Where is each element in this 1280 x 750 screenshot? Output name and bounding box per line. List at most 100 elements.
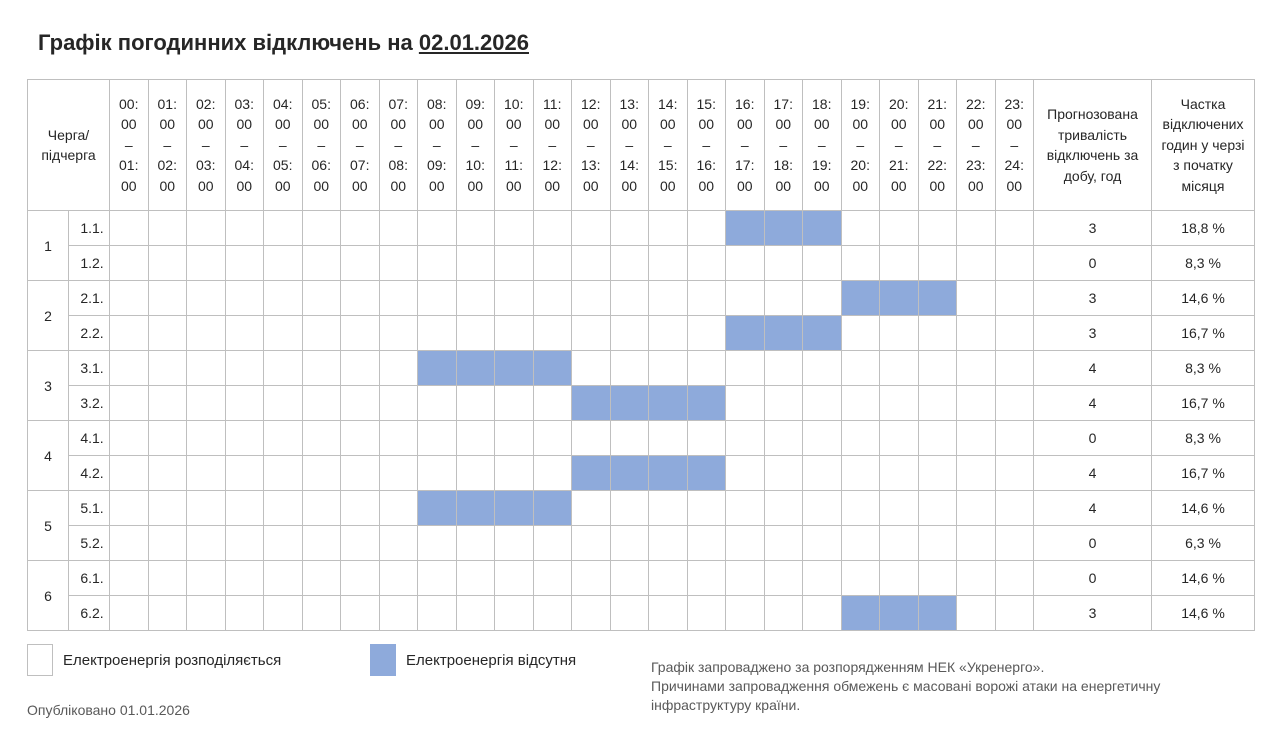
power-on-hour-cell xyxy=(917,490,957,526)
hour-column-header: 04: 00 – 05: 00 xyxy=(263,79,303,211)
hour-header-line: 01: xyxy=(157,95,177,112)
power-on-hour-cell xyxy=(417,210,457,246)
hour-header-line: – xyxy=(124,136,133,153)
power-on-hour-cell xyxy=(917,455,957,491)
power-on-hour-cell xyxy=(417,315,457,351)
hour-column-header: 10: 00 – 11: 00 xyxy=(494,79,534,211)
power-on-hour-cell xyxy=(648,595,688,631)
share-column-header: Частка відключених годин у черзі з початку м… xyxy=(1151,79,1255,211)
hour-header-line: 21: xyxy=(927,95,947,112)
power-on-hour-cell xyxy=(917,385,957,421)
hour-header-line: 00 xyxy=(621,116,638,133)
hour-header-line: 01: xyxy=(119,157,139,174)
hour-header-line: 00 xyxy=(120,177,137,194)
hour-header-line: 00 xyxy=(274,177,291,194)
power-on-hour-cell xyxy=(186,595,226,631)
power-on-hour-cell xyxy=(609,280,649,316)
schedule-body: 1 1.1. 3 18,8 % 1.2. 0 8,3 % 2 2.1. 3 14,6 % 2.2. 3 1… xyxy=(27,210,1255,631)
power-on-hour-cell xyxy=(147,420,187,456)
hour-header-line: 19: xyxy=(850,95,870,112)
forecast-hours: 0 xyxy=(1033,420,1152,456)
power-on-hour-cell xyxy=(340,455,380,491)
power-on-hour-cell xyxy=(109,245,149,281)
hour-column-header: 02: 00 – 03: 00 xyxy=(186,79,226,211)
hour-header-line: 00: xyxy=(119,95,139,112)
hour-header-line: 10: xyxy=(465,157,485,174)
hour-header-line: 00 xyxy=(698,177,715,194)
forecast-hours: 4 xyxy=(1033,490,1152,526)
power-on-hour-cell xyxy=(802,490,842,526)
hour-column-header: 21: 00 – 22: 00 xyxy=(917,79,957,211)
hour-header-line: 03: xyxy=(234,95,254,112)
table-row: 5.2. 0 6,3 % xyxy=(28,525,1255,561)
power-on-hour-cell xyxy=(147,490,187,526)
hour-header-line: – xyxy=(240,136,249,153)
queue-number: 6 xyxy=(27,560,69,631)
monthly-share: 18,8 % xyxy=(1151,210,1255,246)
power-on-hour-cell xyxy=(802,280,842,316)
hour-header-line: – xyxy=(432,136,441,153)
power-on-hour-cell xyxy=(109,420,149,456)
power-on-hour-cell xyxy=(609,315,649,351)
power-on-hour-cell xyxy=(224,595,264,631)
queue-number: 5 xyxy=(27,490,69,561)
hour-header-line: – xyxy=(163,136,172,153)
outage-hour-cell xyxy=(494,490,534,526)
power-on-hour-cell xyxy=(109,490,149,526)
power-on-hour-cell xyxy=(109,350,149,386)
outage-schedule-table: Черга/ підчерга 00: 00–01: 00 01: 00–02: 00 02… xyxy=(27,79,1255,631)
power-on-hour-cell xyxy=(340,280,380,316)
outage-hour-cell xyxy=(609,455,649,491)
outage-hour-cell xyxy=(455,490,495,526)
power-on-hour-cell xyxy=(417,525,457,561)
power-on-hour-cell xyxy=(686,560,726,596)
footnote-line: інфраструктуру країни. xyxy=(651,697,801,713)
hour-header-line: 22: xyxy=(927,157,947,174)
hour-header-line: 00 xyxy=(505,116,522,133)
power-on-hour-cell xyxy=(571,315,611,351)
outage-hour-cell xyxy=(571,455,611,491)
hour-header-line: 00 xyxy=(351,116,368,133)
outage-hour-cell xyxy=(725,315,765,351)
power-on-hour-cell xyxy=(571,210,611,246)
share-column-header-line: годин у черзі xyxy=(1161,136,1245,153)
monthly-share: 16,7 % xyxy=(1151,455,1255,491)
hour-column-header: 16: 00 – 17: 00 xyxy=(725,79,765,211)
hour-header-line: – xyxy=(817,136,826,153)
power-on-hour-cell xyxy=(301,350,341,386)
power-on-hour-cell xyxy=(494,245,534,281)
hour-header-line: – xyxy=(355,136,364,153)
power-on-hour-cell xyxy=(956,525,996,561)
hour-header-line: 05: xyxy=(311,95,331,112)
power-on-hour-cell xyxy=(147,385,187,421)
monthly-share: 8,3 % xyxy=(1151,420,1255,456)
power-on-hour-cell xyxy=(455,595,495,631)
hour-header-line: 11: xyxy=(504,157,523,174)
power-on-hour-cell xyxy=(879,490,919,526)
power-on-hour-cell xyxy=(763,455,803,491)
power-on-hour-cell xyxy=(879,420,919,456)
subqueue-label: 1.2. xyxy=(68,245,110,281)
outage-hour-cell xyxy=(763,315,803,351)
table-row: 5 5.1. 4 14,6 % xyxy=(27,490,1255,561)
forecast-hours: 3 xyxy=(1033,595,1152,631)
power-on-hour-cell xyxy=(725,595,765,631)
power-on-hour-cell xyxy=(879,210,919,246)
power-on-hour-cell xyxy=(494,560,534,596)
hour-header-line: 00 xyxy=(544,177,561,194)
forecast-hours: 0 xyxy=(1033,560,1152,596)
hour-header-line: 16: xyxy=(696,157,716,174)
power-on-hour-cell xyxy=(532,210,572,246)
hour-header-line: 00 xyxy=(544,116,561,133)
power-on-hour-cell xyxy=(186,420,226,456)
hour-header-line: 20: xyxy=(889,95,909,112)
subqueue-label: 4.1. xyxy=(68,420,110,456)
hour-header-line: 11: xyxy=(543,95,562,112)
hour-column-header: 23: 00 – 24: 00 xyxy=(994,79,1034,211)
outage-hour-cell xyxy=(917,280,957,316)
hour-header-line: 00 xyxy=(659,116,676,133)
power-on-hour-cell xyxy=(417,455,457,491)
hour-header-line: 16: xyxy=(735,95,755,112)
power-on-hour-cell xyxy=(301,280,341,316)
monthly-share: 14,6 % xyxy=(1151,490,1255,526)
